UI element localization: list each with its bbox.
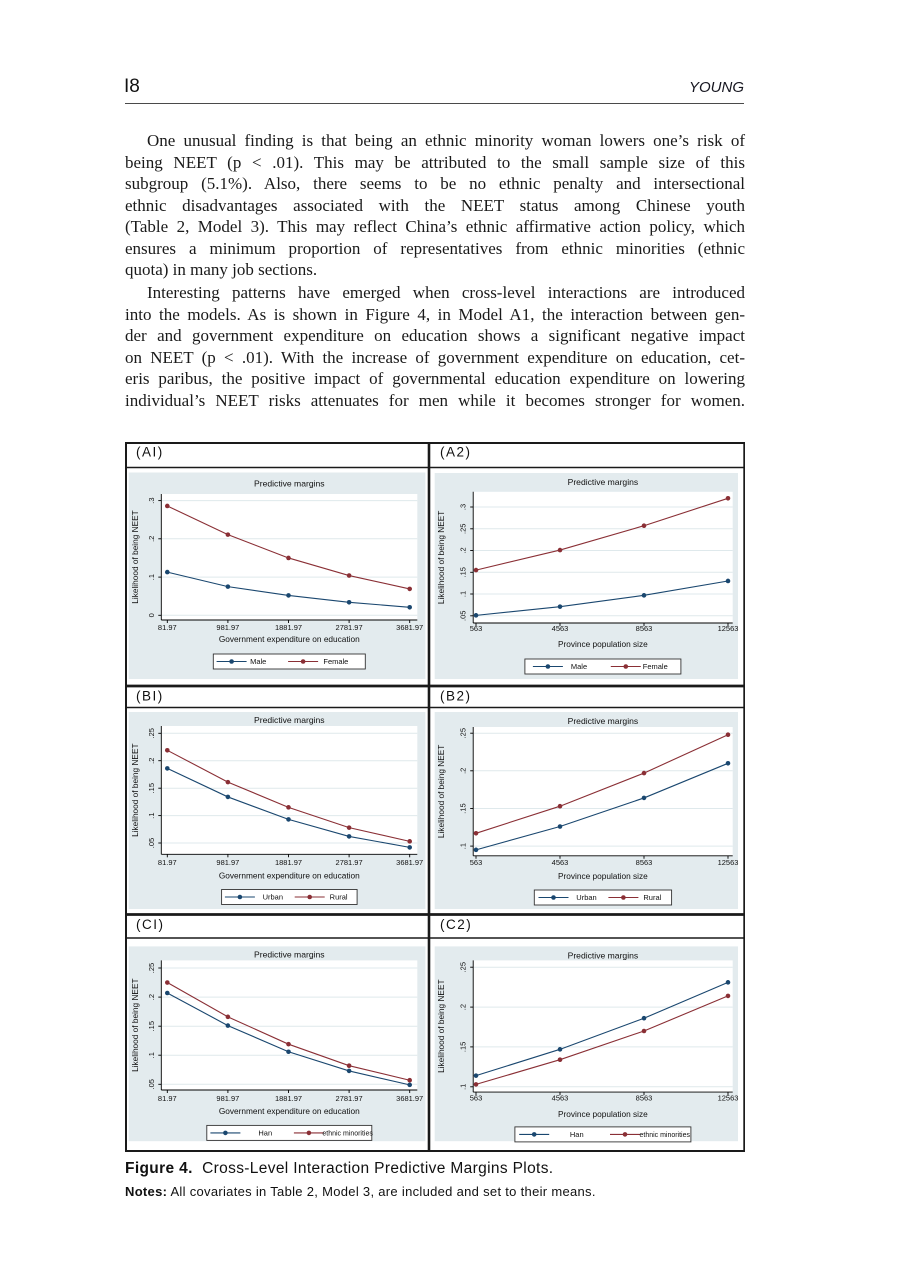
svg-text:(C2): (C2)	[440, 917, 472, 932]
svg-text:8563: 8563	[635, 624, 652, 633]
svg-text:.25: .25	[146, 963, 155, 973]
svg-text:1881.97: 1881.97	[275, 623, 302, 632]
svg-text:ethnic minorities: ethnic minorities	[322, 1130, 373, 1137]
svg-text:Likelihood of being NEET: Likelihood of being NEET	[436, 745, 446, 838]
svg-text:1881.97: 1881.97	[275, 1094, 302, 1103]
svg-text:.25: .25	[458, 524, 467, 534]
svg-text:Rural: Rural	[329, 893, 347, 902]
svg-text:.25: .25	[146, 728, 155, 738]
svg-text:.2: .2	[146, 536, 155, 542]
svg-text:Female: Female	[642, 662, 667, 671]
svg-text:.15: .15	[458, 567, 467, 577]
svg-text:(B2): (B2)	[440, 689, 471, 704]
svg-text:Predictive margins: Predictive margins	[254, 949, 325, 959]
svg-text:.1: .1	[458, 843, 467, 849]
svg-text:563: 563	[469, 1093, 482, 1102]
svg-text:563: 563	[469, 624, 482, 633]
svg-text:4563: 4563	[551, 1093, 568, 1102]
svg-text:4563: 4563	[551, 624, 568, 633]
svg-text:Likelihood of being NEET: Likelihood of being NEET	[436, 979, 446, 1072]
svg-text:981.97: 981.97	[216, 1094, 239, 1103]
svg-text:ethnic minorities: ethnic minorities	[639, 1132, 690, 1139]
svg-text:.2: .2	[458, 768, 467, 774]
svg-text:563: 563	[469, 858, 482, 867]
svg-text:.1: .1	[458, 591, 467, 597]
svg-text:Government expenditure on educ: Government expenditure on education	[219, 634, 360, 644]
svg-text:8563: 8563	[635, 1093, 652, 1102]
svg-text:Male: Male	[571, 662, 587, 671]
svg-text:Female: Female	[323, 657, 348, 666]
svg-text:.1: .1	[146, 574, 155, 580]
svg-text:Likelihood of being NEET: Likelihood of being NEET	[130, 978, 140, 1071]
svg-text:Urban: Urban	[262, 893, 282, 902]
svg-text:Han: Han	[258, 1128, 272, 1137]
svg-text:3681.97: 3681.97	[396, 1094, 423, 1103]
svg-text:12563: 12563	[717, 624, 738, 633]
svg-text:Urban: Urban	[576, 893, 596, 902]
svg-text:.15: .15	[146, 783, 155, 793]
svg-text:81.97: 81.97	[158, 1094, 177, 1103]
svg-text:Han: Han	[570, 1130, 584, 1139]
svg-text:Predictive margins: Predictive margins	[567, 477, 638, 487]
svg-text:981.97: 981.97	[216, 623, 239, 632]
svg-text:(BI): (BI)	[136, 689, 164, 704]
svg-text:Predictive margins: Predictive margins	[254, 715, 325, 725]
svg-text:.15: .15	[146, 1021, 155, 1031]
svg-text:Province population size: Province population size	[558, 1109, 648, 1119]
svg-text:Government expenditure on educ: Government expenditure on education	[219, 1106, 360, 1116]
svg-text:.3: .3	[458, 504, 467, 510]
svg-text:.1: .1	[146, 812, 155, 818]
svg-text:Predictive margins: Predictive margins	[567, 716, 638, 726]
svg-text:Predictive margins: Predictive margins	[254, 479, 325, 489]
svg-text:.05: .05	[146, 1079, 155, 1089]
svg-text:Province population size: Province population size	[558, 871, 648, 881]
svg-text:Likelihood of being NEET: Likelihood of being NEET	[130, 510, 140, 603]
svg-text:.05: .05	[146, 838, 155, 848]
svg-text:1881.97: 1881.97	[275, 858, 302, 867]
svg-text:Rural: Rural	[643, 893, 661, 902]
svg-text:8563: 8563	[635, 858, 652, 867]
svg-text:4563: 4563	[551, 858, 568, 867]
svg-text:.1: .1	[458, 1084, 467, 1090]
svg-text:Predictive margins: Predictive margins	[567, 950, 638, 960]
svg-text:2781.97: 2781.97	[335, 623, 362, 632]
svg-text:.2: .2	[146, 994, 155, 1000]
svg-text:.15: .15	[458, 803, 467, 813]
svg-text:(A2): (A2)	[440, 445, 471, 460]
svg-text:(AI): (AI)	[136, 445, 164, 460]
svg-text:.15: .15	[458, 1042, 467, 1052]
svg-text:Male: Male	[250, 657, 266, 666]
svg-text:Province population size: Province population size	[558, 639, 648, 649]
svg-text:3681.97: 3681.97	[396, 623, 423, 632]
svg-text:3681.97: 3681.97	[396, 858, 423, 867]
svg-text:.3: .3	[146, 497, 155, 503]
svg-text:.1: .1	[146, 1052, 155, 1058]
svg-text:.2: .2	[146, 758, 155, 764]
svg-text:81.97: 81.97	[158, 623, 177, 632]
svg-text:0: 0	[146, 613, 155, 617]
svg-text:.05: .05	[458, 611, 467, 621]
svg-text:Government expenditure on educ: Government expenditure on education	[219, 870, 360, 880]
svg-text:.2: .2	[458, 1004, 467, 1010]
svg-text:2781.97: 2781.97	[335, 1094, 362, 1103]
svg-text:981.97: 981.97	[216, 858, 239, 867]
svg-text:12563: 12563	[717, 1093, 738, 1102]
svg-text:(CI): (CI)	[136, 917, 164, 932]
svg-text:2781.97: 2781.97	[335, 858, 362, 867]
svg-text:12563: 12563	[717, 858, 738, 867]
svg-text:Likelihood of being NEET: Likelihood of being NEET	[436, 511, 446, 604]
svg-text:.2: .2	[458, 547, 467, 553]
svg-text:81.97: 81.97	[158, 858, 177, 867]
svg-text:.25: .25	[458, 962, 467, 972]
svg-text:.25: .25	[458, 728, 467, 738]
svg-text:Likelihood of being NEET: Likelihood of being NEET	[130, 743, 140, 836]
